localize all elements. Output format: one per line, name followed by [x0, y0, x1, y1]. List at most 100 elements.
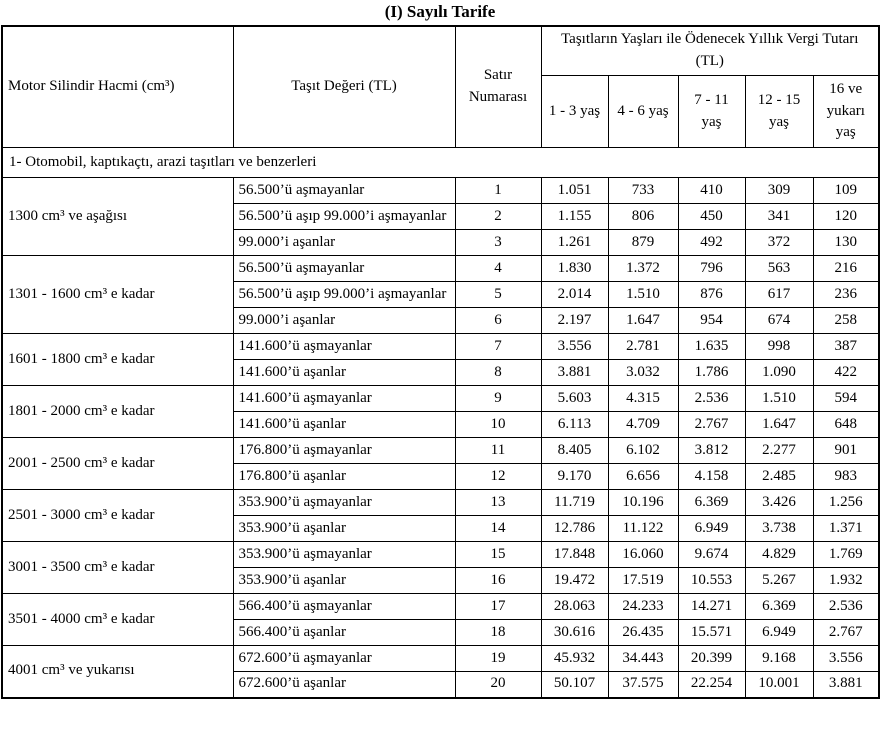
tax-value-cell: 24.233	[607, 593, 679, 620]
tax-value-cell: 6.656	[607, 463, 679, 490]
tax-value-cell: 12.786	[540, 515, 609, 542]
table-row: 56.500’ü aşıp 99.000’i aşmayanlar 5 2.014 1…	[2, 281, 880, 308]
tax-value-cell: 3.881	[540, 359, 609, 386]
row-number-cell: 14	[454, 515, 542, 542]
tax-value-cell: 372	[744, 229, 814, 256]
row-number-cell: 17	[454, 593, 542, 620]
engine-range-cell: 1301 - 1600 cm³ e kadar	[1, 255, 234, 334]
vehicle-value-range-cell: 99.000’i aşanlar	[232, 229, 456, 256]
row-number-cell: 20	[454, 671, 542, 698]
tax-value-cell: 5.267	[744, 567, 814, 594]
age-col-header-4-6: 4 - 6 yaş	[607, 75, 679, 148]
row-number-cell: 2	[454, 203, 542, 230]
tax-value-cell: 6.949	[744, 619, 814, 646]
engine-range-cell: 3501 - 4000 cm³ e kadar	[1, 593, 234, 646]
row-number-cell: 11	[454, 437, 542, 464]
engine-range-cell: 1801 - 2000 cm³ e kadar	[1, 385, 234, 438]
tax-value-cell: 22.254	[677, 671, 746, 698]
tax-value-cell: 1.769	[812, 541, 880, 568]
row-number-header: Satır Numarası	[454, 25, 542, 148]
table-row: 353.900’ü aşanlar 16 19.472 17.519 10.553 5.2…	[2, 567, 880, 594]
vehicle-value-range-cell: 56.500’ü aşıp 99.000’i aşmayanlar	[232, 281, 456, 308]
tax-value-cell: 30.616	[540, 619, 609, 646]
tax-value-cell: 1.647	[744, 411, 814, 438]
tax-value-cell: 120	[812, 203, 880, 230]
tax-value-cell: 20.399	[677, 645, 746, 672]
vehicle-value-range-cell: 176.800’ü aşmayanlar	[232, 437, 456, 464]
tax-value-cell: 1.256	[812, 489, 880, 516]
tax-value-cell: 3.881	[812, 671, 880, 698]
vehicle-value-range-cell: 141.600’ü aşanlar	[232, 411, 456, 438]
tax-value-cell: 3.556	[540, 333, 609, 360]
vehicle-value-range-cell: 566.400’ü aşanlar	[232, 619, 456, 646]
tax-value-cell: 410	[677, 177, 746, 204]
tax-value-cell: 10.196	[607, 489, 679, 516]
tax-value-cell: 879	[607, 229, 679, 256]
age-col-header-12-15: 12 - 15 yaş	[744, 75, 814, 148]
tax-value-cell: 733	[607, 177, 679, 204]
tax-value-cell: 11.122	[607, 515, 679, 542]
age-col-header-1-3: 1 - 3 yaş	[540, 75, 609, 148]
tax-value-cell: 8.405	[540, 437, 609, 464]
tax-value-cell: 998	[744, 333, 814, 360]
tax-value-cell: 450	[677, 203, 746, 230]
tax-value-cell: 1.932	[812, 567, 880, 594]
tax-value-cell: 3.812	[677, 437, 746, 464]
tax-value-cell: 2.014	[540, 281, 609, 308]
vehicle-value-range-cell: 56.500’ü aşıp 99.000’i aşmayanlar	[232, 203, 456, 230]
tax-value-cell: 17.848	[540, 541, 609, 568]
tariff-table: Motor Silindir Hacmi (cm³) Taşıt Değeri …	[1, 25, 880, 699]
tax-value-cell: 45.932	[540, 645, 609, 672]
tax-value-cell: 876	[677, 281, 746, 308]
row-number-cell: 7	[454, 333, 542, 360]
tax-value-cell: 2.781	[607, 333, 679, 360]
tax-value-cell: 14.271	[677, 593, 746, 620]
tax-value-cell: 28.063	[540, 593, 609, 620]
row-number-cell: 6	[454, 307, 542, 334]
section-label: 1- Otomobil, kaptıkaçtı, arazi taşıtları…	[1, 147, 880, 178]
tax-value-cell: 4.709	[607, 411, 679, 438]
vehicle-value-range-cell: 176.800’ü aşanlar	[232, 463, 456, 490]
vehicle-value-range-cell: 353.900’ü aşmayanlar	[232, 541, 456, 568]
row-number-cell: 13	[454, 489, 542, 516]
tax-value-cell: 236	[812, 281, 880, 308]
row-number-cell: 5	[454, 281, 542, 308]
table-row: 3501 - 4000 cm³ e kadar 566.400’ü aşmayan…	[1, 593, 880, 646]
tax-value-cell: 2.767	[677, 411, 746, 438]
tax-value-cell: 15.571	[677, 619, 746, 646]
tax-value-cell: 1.830	[540, 255, 609, 282]
age-col-header-7-11: 7 - 11 yaş	[677, 75, 746, 148]
table-row: 141.600’ü aşanlar 8 3.881 3.032 1.786 1.090 42…	[2, 359, 880, 386]
tax-value-cell: 1.371	[812, 515, 880, 542]
page-title: (I) Sayılı Tarife	[384, 2, 496, 21]
tax-value-cell: 4.158	[677, 463, 746, 490]
tax-value-cell: 1.051	[540, 177, 609, 204]
tax-value-cell: 1.635	[677, 333, 746, 360]
engine-range-cell: 3001 - 3500 cm³ e kadar	[1, 541, 234, 594]
tax-value-cell: 901	[812, 437, 880, 464]
tax-value-cell: 674	[744, 307, 814, 334]
tax-value-cell: 983	[812, 463, 880, 490]
header-row-top: Motor Silindir Hacmi (cm³) Taşıt Değeri …	[1, 25, 880, 148]
row-number-cell: 1	[454, 177, 542, 204]
tax-value-cell: 6.949	[677, 515, 746, 542]
row-number-cell: 19	[454, 645, 542, 672]
tax-value-cell: 1.786	[677, 359, 746, 386]
table-row: 2501 - 3000 cm³ e kadar 353.900’ü aşmayan…	[1, 489, 880, 542]
vehicle-value-range-cell: 566.400’ü aşmayanlar	[232, 593, 456, 620]
tax-value-cell: 563	[744, 255, 814, 282]
tax-value-cell: 387	[812, 333, 880, 360]
tax-value-cell: 10.001	[744, 671, 814, 698]
table-row: 3001 - 3500 cm³ e kadar 353.900’ü aşmayan…	[1, 541, 880, 594]
tax-value-cell: 5.603	[540, 385, 609, 412]
tax-value-cell: 11.719	[540, 489, 609, 516]
tax-value-cell: 109	[812, 177, 880, 204]
engine-range-cell: 2001 - 2500 cm³ e kadar	[1, 437, 234, 490]
tax-value-cell: 2.485	[744, 463, 814, 490]
table-row: 141.600’ü aşanlar 10 6.113 4.709 2.767 1.647 6…	[2, 411, 880, 438]
tax-value-cell: 10.553	[677, 567, 746, 594]
tax-value-cell: 796	[677, 255, 746, 282]
tax-value-cell: 1.510	[744, 385, 814, 412]
tax-value-cell: 6.369	[744, 593, 814, 620]
table-row: 56.500’ü aşıp 99.000’i aşmayanlar 2 1.155 8…	[2, 203, 880, 230]
